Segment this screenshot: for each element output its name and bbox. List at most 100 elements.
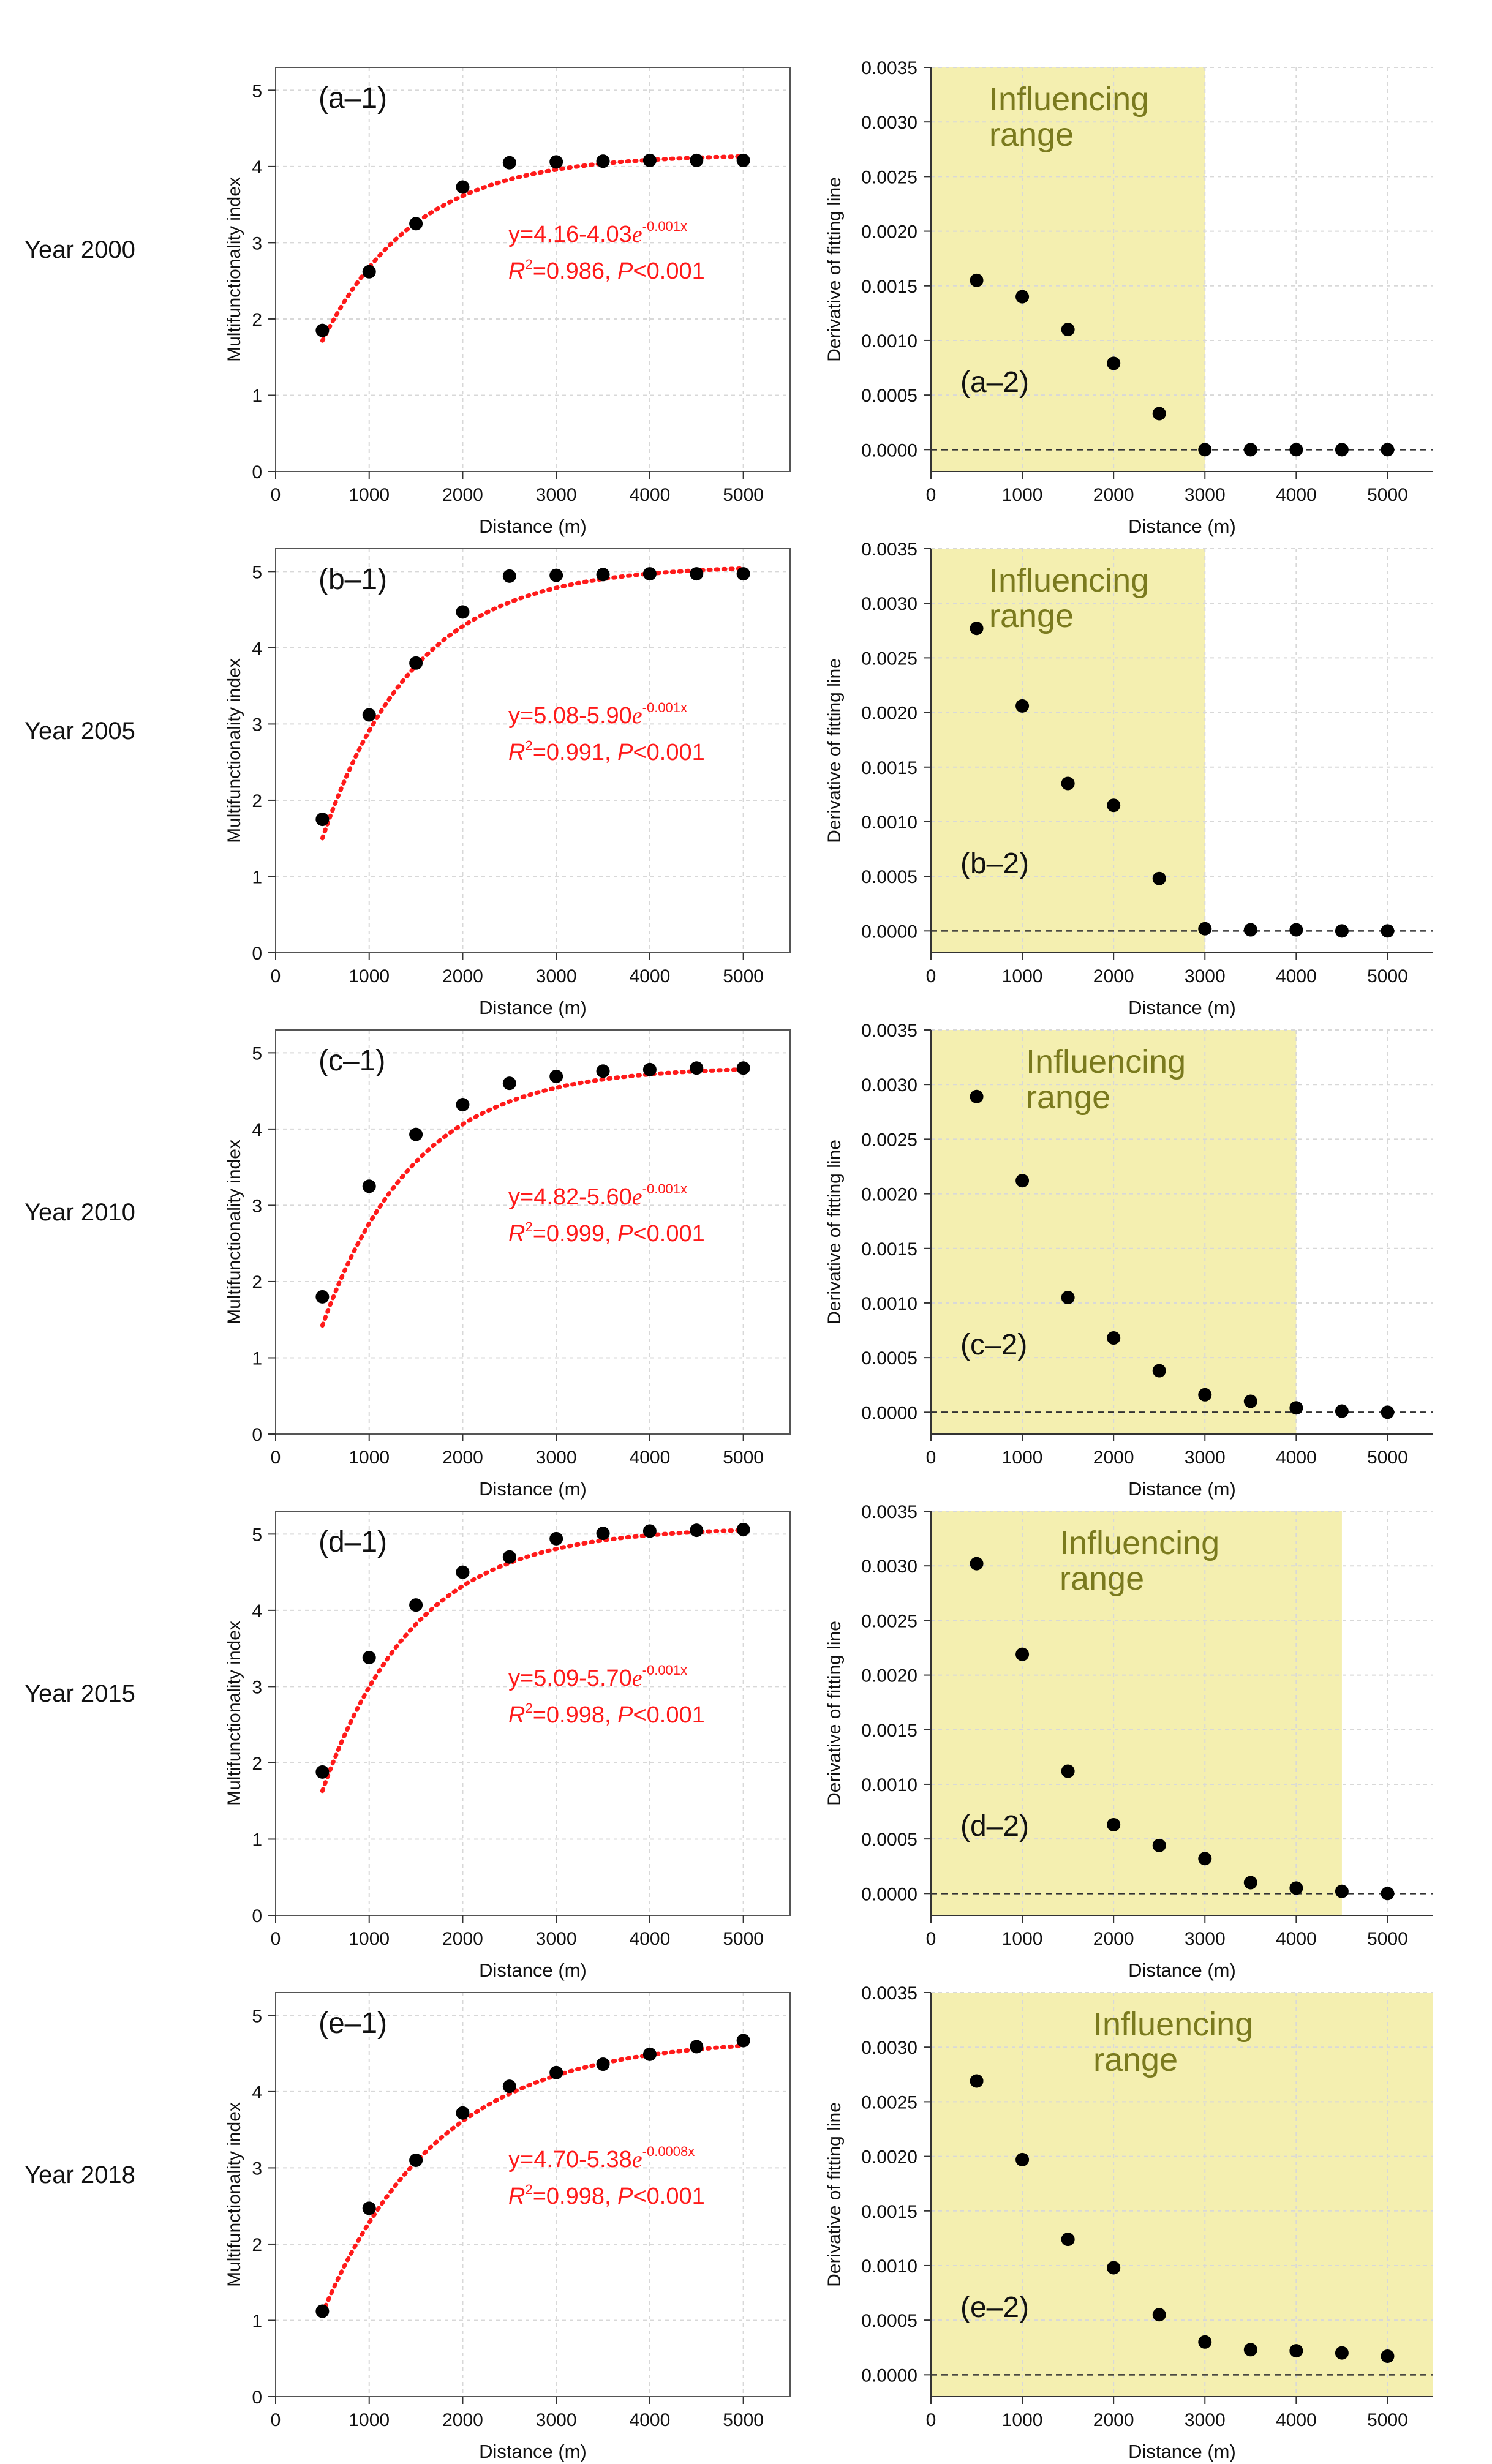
eq-exponent: -0.0008x bbox=[642, 2144, 695, 2159]
r2-value: =0.998, bbox=[533, 1702, 617, 1728]
data-point bbox=[1198, 1388, 1212, 1402]
data-point bbox=[736, 2034, 750, 2048]
data-point bbox=[549, 568, 563, 582]
y-tick-label: 0.0000 bbox=[861, 2365, 917, 2386]
y-tick-label: 0.0035 bbox=[861, 1021, 917, 1041]
x-tick-label: 0 bbox=[926, 1448, 936, 1468]
y-tick-label: 0.0025 bbox=[861, 1130, 917, 1150]
influencing-range-area bbox=[931, 1993, 1433, 2397]
x-axis-label: Distance (m) bbox=[1128, 997, 1236, 1018]
data-point bbox=[736, 1061, 750, 1075]
data-point bbox=[409, 2153, 423, 2167]
x-tick-label: 4000 bbox=[1276, 1448, 1317, 1468]
p-value: <0.001 bbox=[633, 258, 704, 284]
x-tick-label: 0 bbox=[271, 1448, 281, 1468]
range-label-line2: range bbox=[1060, 1560, 1144, 1597]
r2-sup: 2 bbox=[525, 1219, 532, 1234]
y-axis-label: Derivative of fitting line bbox=[824, 1140, 845, 1324]
data-point bbox=[1152, 1838, 1166, 1852]
x-tick-label: 3000 bbox=[1185, 966, 1226, 986]
panel-label-left: (d–1) bbox=[318, 1526, 387, 1558]
x-tick-label: 2000 bbox=[1093, 2410, 1134, 2430]
data-point bbox=[1289, 1401, 1303, 1415]
data-point bbox=[1015, 1174, 1030, 1188]
data-point bbox=[596, 1064, 610, 1078]
y-tick-label: 0.0025 bbox=[861, 167, 917, 187]
y-tick-label: 0 bbox=[252, 944, 262, 964]
x-tick-label: 4000 bbox=[1276, 1929, 1317, 1949]
fit-curve bbox=[320, 1067, 746, 1328]
eq-e: e bbox=[632, 1666, 642, 1691]
data-point bbox=[1335, 1884, 1349, 1898]
data-point bbox=[1107, 356, 1121, 370]
x-tick-label: 5000 bbox=[1367, 1448, 1408, 1468]
y-tick-label: 0.0020 bbox=[861, 1666, 917, 1686]
data-point bbox=[642, 2047, 657, 2061]
chart-right-0: 0 1000 2000 3000 4000 5000 0.0000 0.0005 0.0010 0… bbox=[824, 58, 1433, 537]
data-point bbox=[1335, 2346, 1349, 2360]
y-tick-label: 0.0030 bbox=[861, 594, 917, 614]
x-tick-label: 5000 bbox=[723, 1448, 764, 1468]
x-tick-label: 3000 bbox=[1185, 1448, 1226, 1468]
panel-label-right: (b–2) bbox=[960, 847, 1029, 880]
x-tick-label: 2000 bbox=[1093, 1448, 1134, 1468]
y-tick-label: 0.0005 bbox=[861, 386, 917, 406]
data-point bbox=[1107, 1817, 1121, 1831]
y-tick-label: 3 bbox=[252, 2158, 262, 2179]
data-point bbox=[1107, 1331, 1121, 1345]
panel-label-right: (d–2) bbox=[960, 1810, 1029, 1842]
x-tick-label: 4000 bbox=[630, 2410, 671, 2430]
y-tick-label: 0.0035 bbox=[861, 58, 917, 78]
eq-main: y=5.08-5.90 bbox=[508, 703, 632, 729]
fit-curve bbox=[320, 566, 746, 841]
x-tick-label: 4000 bbox=[1276, 2410, 1317, 2430]
x-tick-label: 3000 bbox=[536, 1448, 577, 1468]
r2-sup: 2 bbox=[525, 1700, 532, 1716]
y-tick-label: 5 bbox=[252, 1043, 262, 1064]
range-label-line1: Influencing bbox=[1060, 1525, 1219, 1561]
x-tick-label: 2000 bbox=[442, 485, 483, 505]
fit-curve bbox=[320, 1528, 746, 1794]
x-tick-label: 4000 bbox=[1276, 485, 1317, 505]
chart-left-4: 0 1000 2000 3000 4000 5000 0 1 2 3 4 5 Distance (m) M… bbox=[224, 1992, 791, 2462]
data-point bbox=[1198, 922, 1212, 936]
data-point bbox=[1289, 2344, 1303, 2358]
chart-right-1: 0 1000 2000 3000 4000 5000 0.0000 0.0005 0.0010 0… bbox=[824, 539, 1433, 1018]
influencing-range-area bbox=[931, 549, 1205, 953]
y-tick-label: 3 bbox=[252, 715, 262, 735]
x-axis-label: Distance (m) bbox=[479, 1959, 587, 1981]
x-tick-label: 2000 bbox=[1093, 485, 1134, 505]
y-tick-label: 1 bbox=[252, 867, 262, 887]
p-value: <0.001 bbox=[633, 1221, 704, 1247]
data-point bbox=[642, 567, 657, 581]
y-tick-label: 4 bbox=[252, 157, 262, 178]
data-point bbox=[549, 155, 563, 169]
y-tick-label: 0.0000 bbox=[861, 1884, 917, 1904]
y-tick-label: 0.0000 bbox=[861, 440, 917, 460]
data-point bbox=[642, 1062, 657, 1076]
y-tick-label: 0 bbox=[252, 462, 262, 483]
y-tick-label: 0.0010 bbox=[861, 813, 917, 833]
data-point bbox=[456, 2106, 470, 2120]
x-tick-label: 4000 bbox=[1276, 966, 1317, 986]
data-point bbox=[1289, 443, 1303, 457]
plot-frame bbox=[275, 1992, 791, 2397]
x-axis-label: Distance (m) bbox=[1128, 516, 1236, 537]
r2-r: R bbox=[508, 1221, 525, 1247]
eq-main: y=5.09-5.70 bbox=[508, 1666, 632, 1691]
y-tick-label: 0.0020 bbox=[861, 2147, 917, 2168]
data-point bbox=[1289, 1881, 1303, 1895]
data-point bbox=[642, 153, 657, 167]
p-symbol: P bbox=[617, 2184, 633, 2209]
data-point bbox=[502, 1076, 516, 1091]
x-tick-label: 3000 bbox=[536, 966, 577, 986]
data-point bbox=[549, 1069, 563, 1083]
eq-main: y=4.70-5.38 bbox=[508, 2147, 632, 2173]
chart-right-3: 0 1000 2000 3000 4000 5000 0.0000 0.0005 0.0010 0… bbox=[824, 1502, 1433, 1981]
eq-e: e bbox=[632, 2147, 642, 2173]
p-value: <0.001 bbox=[633, 2184, 704, 2209]
x-tick-label: 0 bbox=[271, 485, 281, 505]
data-point bbox=[970, 2074, 984, 2088]
eq-exponent: -0.001x bbox=[642, 700, 687, 715]
x-tick-label: 3000 bbox=[1185, 1929, 1226, 1949]
